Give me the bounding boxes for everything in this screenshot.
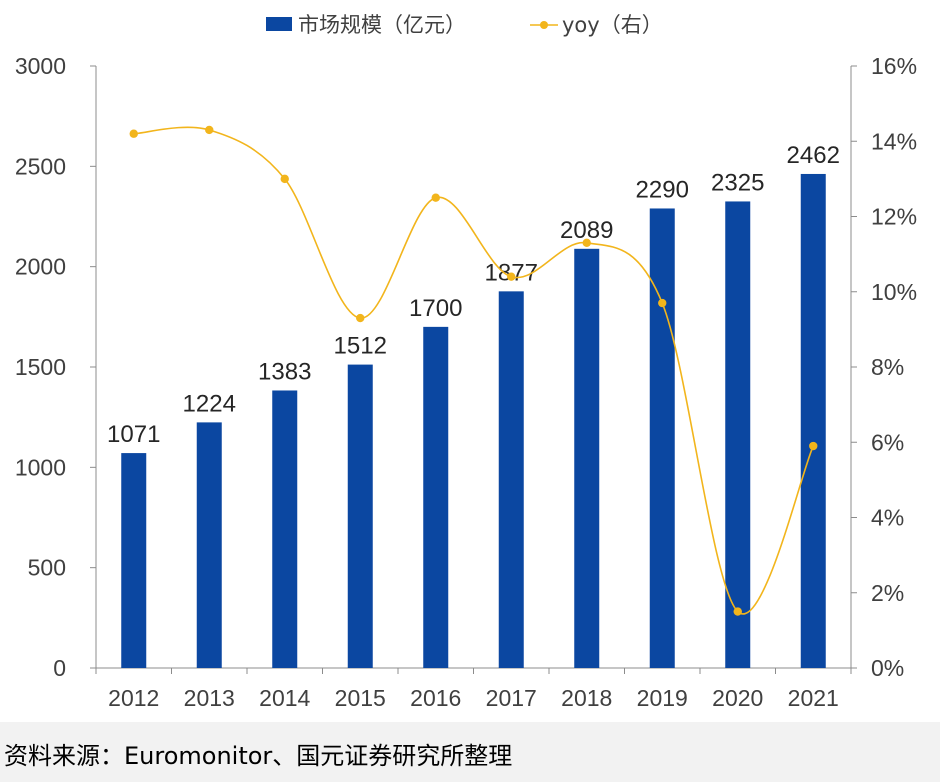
bar-data-labels: 1071122413831512170018772089229023252462 xyxy=(107,142,840,448)
right-tick-label: 14% xyxy=(871,128,917,154)
legend: 市场规模（亿元） yoy（右） xyxy=(266,13,663,37)
yoy-point xyxy=(582,238,591,248)
bar-data-label: 2462 xyxy=(787,142,840,169)
yoy-point xyxy=(809,441,818,451)
bar-data-label: 2325 xyxy=(711,169,764,196)
right-tick-label: 0% xyxy=(871,655,904,681)
bar xyxy=(800,173,826,668)
x-tick-label: 2021 xyxy=(788,685,839,711)
x-tick-label: 2015 xyxy=(335,685,386,711)
bar-data-label: 1700 xyxy=(409,295,462,322)
bar xyxy=(121,453,147,668)
chart-area: 市场规模（亿元） yoy（右） 0 500 1000 1500 2000 2500 3000 0… xyxy=(0,0,940,722)
yoy-point xyxy=(507,272,516,281)
bar xyxy=(574,248,600,669)
yoy-line xyxy=(133,126,814,615)
left-tick-label: 1500 xyxy=(15,354,66,380)
right-tick-label: 12% xyxy=(871,204,917,230)
left-tick-label: 2500 xyxy=(15,153,66,179)
x-tick-label: 2012 xyxy=(108,685,159,711)
x-tick-label: 2013 xyxy=(184,685,235,711)
legend-line-label: yoy（右） xyxy=(562,13,663,37)
left-tick-label: 3000 xyxy=(15,53,66,79)
yoy-point xyxy=(129,129,138,138)
bar-data-label: 1071 xyxy=(107,421,160,448)
bar-data-label: 1512 xyxy=(334,333,387,360)
bar-series xyxy=(121,173,826,669)
bar-data-label: 2290 xyxy=(636,176,689,203)
right-tick-label: 6% xyxy=(871,429,904,455)
bar xyxy=(498,291,524,668)
x-tick-label: 2020 xyxy=(712,685,763,711)
legend-line-marker xyxy=(540,21,548,29)
bar xyxy=(649,208,675,668)
chart-axes: 0 500 1000 1500 2000 2500 3000 0% 2% 4% 6% 8% 10% 12%… xyxy=(15,53,917,711)
right-tick-label: 2% xyxy=(871,580,904,606)
yoy-point xyxy=(205,125,214,135)
yoy-point xyxy=(431,193,440,202)
yoy-point xyxy=(658,298,667,308)
right-tick-label: 16% xyxy=(871,53,917,79)
x-tick-label: 2016 xyxy=(410,685,461,711)
right-tick-label: 10% xyxy=(871,279,917,305)
left-tick-label: 500 xyxy=(28,555,66,581)
bar xyxy=(272,390,298,668)
bar-data-label: 1224 xyxy=(183,390,236,417)
left-tick-label: 0 xyxy=(53,655,66,681)
right-tick-label: 8% xyxy=(871,354,904,380)
bar-data-label: 1383 xyxy=(258,358,311,385)
x-tick-label: 2017 xyxy=(486,685,537,711)
chart-svg: 市场规模（亿元） yoy（右） 0500100015002000250030000… xyxy=(15,13,917,711)
x-tick-label: 2014 xyxy=(259,685,310,711)
bar xyxy=(196,422,222,668)
x-tick-label: 2018 xyxy=(561,685,612,711)
left-tick-label: 2000 xyxy=(15,254,66,280)
bar xyxy=(725,201,751,668)
yoy-point xyxy=(280,174,289,184)
source-note: 资料来源：Euromonitor、国元证券研究所整理 xyxy=(4,742,513,770)
x-tick-label: 2019 xyxy=(637,685,688,711)
bar xyxy=(347,364,373,668)
yoy-point xyxy=(733,607,742,616)
bar xyxy=(423,326,449,668)
left-tick-label: 1000 xyxy=(15,454,66,480)
yoy-point xyxy=(356,313,365,323)
line-series xyxy=(129,125,818,616)
right-tick-label: 4% xyxy=(871,505,904,531)
legend-bar-label: 市场规模（亿元） xyxy=(298,13,466,37)
legend-bar-swatch xyxy=(266,17,292,31)
